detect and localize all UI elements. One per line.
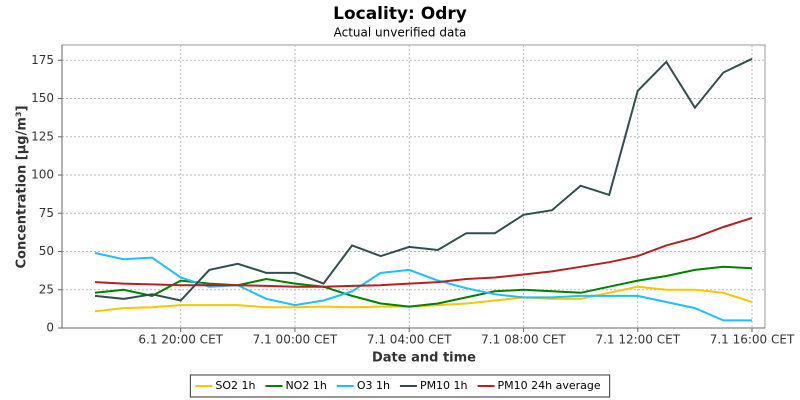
y-tick-label: 50 <box>39 244 54 258</box>
x-axis-label: Date and time <box>372 351 476 366</box>
x-tick-label: 7.1 00:00 CET <box>253 333 338 347</box>
x-tick-label: 7.1 08:00 CET <box>481 333 566 347</box>
x-tick-label: 7.1 12:00 CET <box>595 333 680 347</box>
legend-label: PM10 1h <box>420 379 468 392</box>
chart-subtitle: Actual unverified data <box>334 26 467 40</box>
y-tick-label: 150 <box>31 91 54 105</box>
x-tick-label: 7.1 16:00 CET <box>710 333 795 347</box>
y-tick-label: 175 <box>31 53 54 67</box>
data-line <box>94 265 753 308</box>
data-line <box>94 216 753 288</box>
x-tick-label: 6.1 20:00 CET <box>138 333 223 347</box>
y-axis-label: Concentration [µg/m³] <box>15 105 30 268</box>
data-line <box>94 57 753 302</box>
y-tick-label: 25 <box>39 282 54 296</box>
legend-label: SO2 1h <box>215 379 255 392</box>
y-tick-label: 0 <box>46 321 54 335</box>
x-tick-label: 7.1 04:00 CET <box>367 333 452 347</box>
chart-title: Locality: Odry <box>333 4 467 24</box>
y-tick-label: 125 <box>31 129 54 143</box>
legend-label: NO2 1h <box>285 379 326 392</box>
y-tick-label: 100 <box>31 168 54 182</box>
legend-label: O3 1h <box>357 379 390 392</box>
legend-label: PM10 24h average <box>498 379 601 392</box>
y-tick-label: 75 <box>39 206 54 220</box>
